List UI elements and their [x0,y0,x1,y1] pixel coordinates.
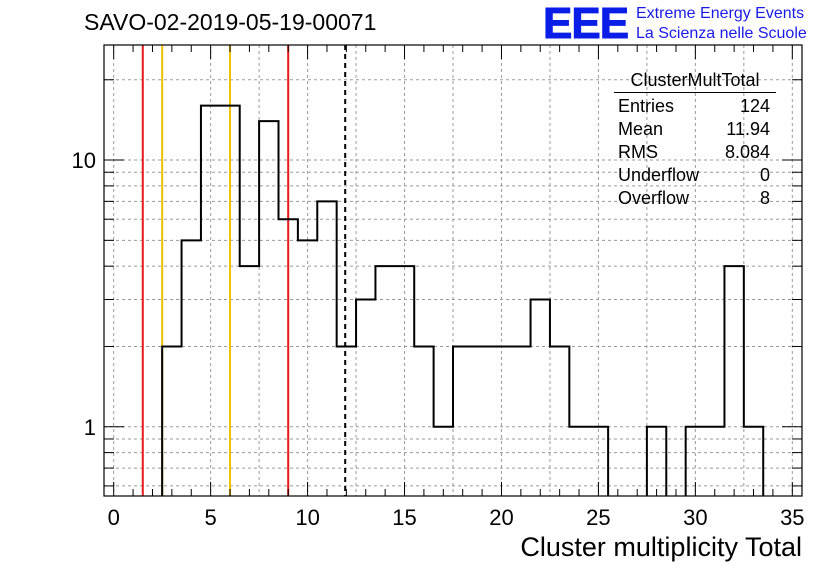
logo-caption: Extreme Energy Events La Scienza nelle S… [636,4,836,44]
logo-letters: EEE [542,0,629,48]
tick-labels: 0 5 10 15 20 25 30 35 1 10 [72,148,805,530]
y-tick-label: 1 [84,415,96,440]
x-tick-label: 0 [108,505,120,530]
y-tick-label: 10 [72,148,96,173]
stats-label: Entries [618,96,675,116]
x-tick-label: 10 [295,505,319,530]
stats-row-rms: RMS 8.084 [614,141,776,164]
logo-line-1: Extreme Energy Events [636,5,805,22]
x-tick-label: 5 [205,505,217,530]
reference-lines [141,45,347,496]
x-tick-label: 15 [392,505,416,530]
eee-logo: EEE Extreme Energy Events La Scienza nel… [542,0,806,48]
stats-value: 8.084 [724,142,770,162]
x-axis-label: Cluster multiplicity Total [520,532,802,562]
stats-label: RMS [618,142,658,162]
logo-line-2: La Scienza nelle Scuole [636,25,807,42]
histogram-outline [161,104,765,496]
stats-row-overflow: Overflow 8 [614,187,776,210]
stats-row-underflow: Underflow 0 [614,164,776,187]
x-tick-label: 35 [780,505,804,530]
stats-value: 0 [759,165,770,185]
stats-value: 8 [759,188,770,208]
stats-title: ClusterMultTotal [614,70,776,93]
stats-box: ClusterMultTotal Entries 124 Mean 11.94 … [614,70,776,210]
stats-label: Underflow [618,165,700,185]
x-tick-label: 25 [586,505,610,530]
x-tick-label: 20 [489,505,513,530]
axis-ticks [104,45,802,496]
stats-row-entries: Entries 124 [614,95,776,118]
plot-title: SAVO-02-2019-05-19-00071 [84,9,377,35]
stats-label: Overflow [618,188,690,208]
stats-label: Mean [618,119,664,139]
plot-frame [103,44,803,497]
stats-row-mean: Mean 11.94 [614,118,776,141]
stats-value: 124 [739,96,770,116]
x-tick-label: 30 [683,505,707,530]
stats-value: 11.94 [726,119,770,139]
